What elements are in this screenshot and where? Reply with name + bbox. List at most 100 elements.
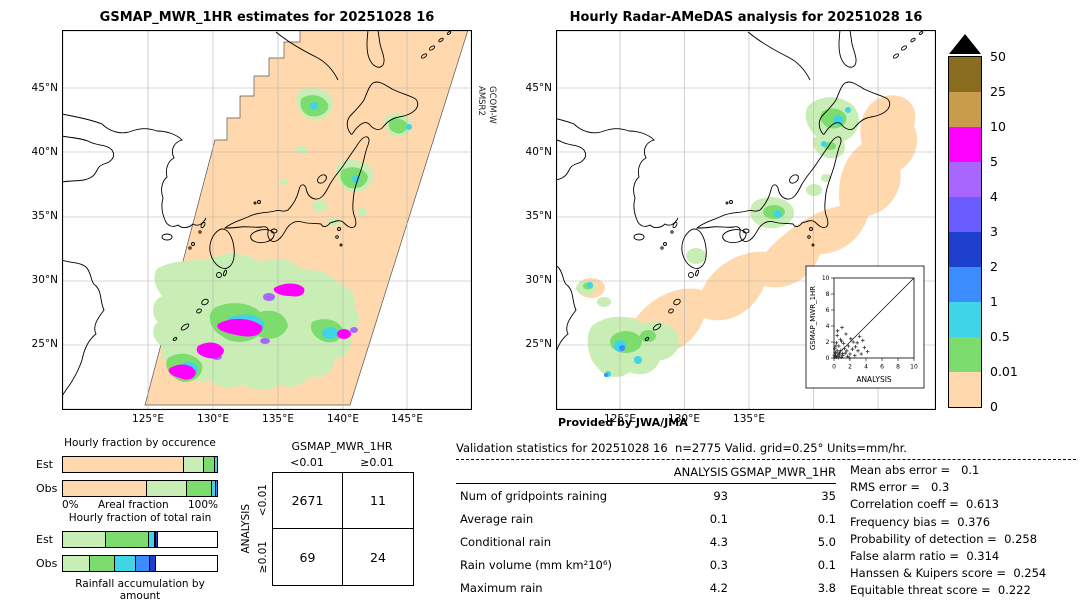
scatter-point bbox=[842, 346, 847, 351]
row-value: 0.3 bbox=[709, 557, 728, 572]
contingency-col-header: ≥0.01 bbox=[360, 456, 394, 469]
scatter-point bbox=[857, 334, 862, 339]
scatter-point bbox=[850, 347, 855, 351]
bar-segment bbox=[156, 532, 217, 547]
lat-tick: 40°N bbox=[525, 146, 552, 158]
fraction-bar-row: Est bbox=[36, 456, 218, 473]
lat-tick: 35°N bbox=[525, 210, 552, 222]
contingency-grid: 2671 11 69 24 bbox=[272, 472, 414, 586]
axis-label: Areal fraction bbox=[97, 499, 169, 511]
colorbar-label: 10 bbox=[990, 119, 1006, 134]
scatter-point bbox=[844, 332, 848, 336]
contingency-cell: 69 bbox=[273, 529, 343, 585]
inset-y-tick: 4 bbox=[826, 323, 830, 330]
bar-segment bbox=[155, 532, 157, 547]
inset-x-axis: 0 2 4 6 8 10 bbox=[832, 358, 918, 371]
grid-left bbox=[62, 30, 472, 410]
colorbar-segment bbox=[949, 57, 981, 92]
bar-segment bbox=[203, 457, 214, 472]
scatter-point bbox=[839, 339, 844, 343]
scatter-point bbox=[849, 337, 853, 341]
satellite-name: GCOM-W bbox=[487, 86, 497, 124]
coastlines bbox=[62, 30, 452, 397]
scatter-point bbox=[846, 344, 851, 348]
row-label: Average rain bbox=[460, 511, 534, 526]
colorbar-segment bbox=[949, 267, 981, 302]
colorbar-label: 4 bbox=[990, 189, 998, 204]
fraction-bar bbox=[62, 531, 218, 548]
row-label: Num of gridpoints raining bbox=[460, 488, 608, 503]
right-map-border bbox=[556, 30, 936, 410]
axis-min: 0% bbox=[62, 499, 79, 511]
lon-tick: 145°E bbox=[391, 413, 423, 425]
scatter-point bbox=[837, 351, 841, 355]
radar-map: 0 2 4 6 8 10 0 2 4 6 8 10 ANALYSIS GSMAP_MWR_1HR bbox=[556, 30, 936, 410]
left-map-title: GSMAP_MWR_1HR estimates for 20251028 16 bbox=[99, 10, 435, 25]
fraction-bar-row: Obs bbox=[36, 555, 218, 572]
axis-max: 100% bbox=[187, 499, 218, 511]
fraction-bar-row: Est bbox=[36, 531, 218, 548]
stat-line: Hanssen & Kuipers score = 0.254 bbox=[850, 566, 1047, 581]
lat-tick: 45°N bbox=[31, 82, 58, 94]
colorbar-label: 0.01 bbox=[990, 364, 1018, 379]
colorbar-segment bbox=[949, 92, 981, 127]
total-rain-fraction-chart: Hourly fraction of total rain Est Obs Rai… bbox=[36, 512, 218, 602]
scatter-point bbox=[865, 349, 870, 354]
bar-segment bbox=[104, 532, 148, 547]
contingency-cell: 2671 bbox=[273, 473, 343, 529]
row-value: 0.1 bbox=[817, 511, 836, 526]
colorbar-segment bbox=[949, 372, 981, 407]
gsmap-map bbox=[62, 30, 472, 410]
validation-panel: Validation statistics for 20251028 16 n=… bbox=[456, 441, 1076, 600]
satellite-sensor-label: GCOM-W AMSR2 bbox=[474, 86, 497, 124]
scatter-inset: 0 2 4 6 8 10 0 2 4 6 8 10 ANALYSIS GSMAP_MWR_1HR bbox=[805, 265, 925, 389]
scatter-point bbox=[834, 341, 839, 345]
fraction-bar bbox=[62, 555, 218, 572]
colorbar-label: 2 bbox=[990, 259, 998, 274]
left-map-border bbox=[62, 30, 472, 410]
bar-segment bbox=[63, 481, 147, 496]
bar-row-label: Est bbox=[36, 458, 53, 471]
contingency-table: GSMAP_MWR_1HR <0.01 ≥0.01 ANALYSIS <0.01… bbox=[238, 440, 428, 610]
data-credit: Provided by JWA/JMA bbox=[558, 416, 688, 429]
fraction-bar bbox=[62, 480, 218, 497]
chart-caption: Rainfall accumulation by amount bbox=[75, 578, 205, 602]
bar-row-label: Obs bbox=[36, 482, 58, 495]
lon-tick: 135°E bbox=[262, 413, 294, 425]
scatter-point bbox=[836, 355, 841, 360]
scatter-point bbox=[833, 350, 837, 355]
scatter-point bbox=[859, 352, 863, 356]
inset-y-axis: 0 2 4 6 8 10 bbox=[822, 275, 834, 362]
scatter-point bbox=[847, 355, 851, 360]
scatter-points bbox=[832, 325, 870, 360]
inset-x-tick: 8 bbox=[896, 364, 900, 371]
stat-line: False alarm ratio = 0.314 bbox=[850, 549, 1000, 564]
row-value: 3.8 bbox=[817, 581, 836, 596]
inset-x-tick: 6 bbox=[880, 364, 884, 371]
bar-segment bbox=[135, 556, 150, 571]
lat-tick: 25°N bbox=[525, 338, 552, 350]
bar-segment bbox=[63, 532, 105, 547]
korea-coast bbox=[62, 113, 207, 228]
overflow-triangle-icon bbox=[949, 34, 981, 54]
primorye-coast bbox=[275, 31, 339, 81]
lat-tick: 35°N bbox=[31, 210, 58, 222]
scatter-point bbox=[853, 345, 858, 349]
inset-y-tick: 8 bbox=[826, 291, 830, 298]
colorbar-label: 0 bbox=[990, 399, 998, 414]
contingency-col-axis: GSMAP_MWR_1HR bbox=[291, 440, 393, 453]
precip-colorbar: 50 25 10 5 4 3 2 1 0.5 0.01 0 bbox=[948, 34, 1068, 424]
lon-tick: 130°E bbox=[197, 413, 229, 425]
stat-line: Probability of detection = 0.258 bbox=[850, 531, 1038, 546]
colorbar-label: 0.5 bbox=[990, 329, 1010, 344]
row-value: 5.0 bbox=[817, 534, 836, 549]
bar-segment bbox=[63, 457, 184, 472]
stat-line: Mean abs error = 0.1 bbox=[850, 463, 980, 477]
row-value: 4.2 bbox=[709, 581, 728, 596]
scatter-point bbox=[833, 346, 837, 351]
row-value: 35 bbox=[821, 488, 836, 503]
scatter-point bbox=[834, 344, 838, 348]
scatter-point bbox=[851, 340, 855, 344]
bar-segment bbox=[63, 556, 90, 571]
